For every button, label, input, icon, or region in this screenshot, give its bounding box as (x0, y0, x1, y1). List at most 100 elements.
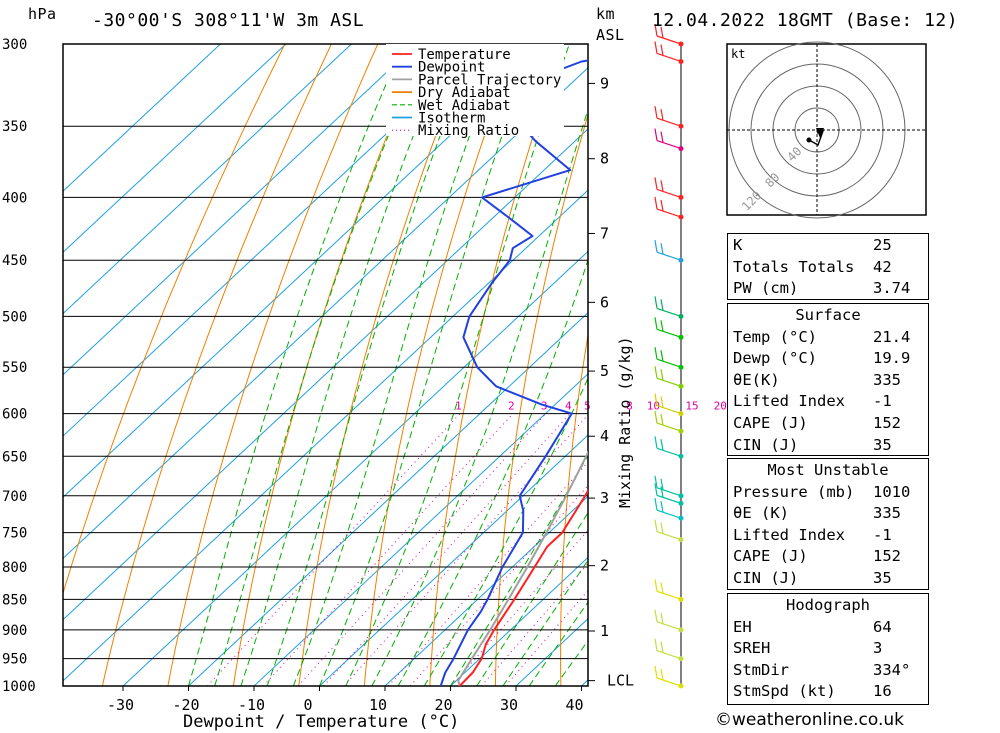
pressure-unit: hPa (28, 5, 57, 23)
pressure-tick-label: 900 (2, 623, 27, 639)
mu-index-row: Pressure (mb) 1010 (728, 481, 928, 503)
hodo-index-key: StmDir (733, 660, 789, 679)
x-tick-label: -20 (173, 696, 200, 714)
wind-barb (654, 609, 684, 633)
hodograph-start-dot (806, 137, 812, 143)
basic-indices-panel: K 25 Totals Totals 42 PW (cm) 3.74 (727, 233, 929, 300)
surface-index-key: Dewp (°C) (733, 349, 817, 368)
wind-barb-staff (656, 188, 682, 198)
wind-barb-staff (656, 208, 682, 218)
pressure-tick-label: 700 (2, 489, 27, 505)
surface-index-row: Lifted Index -1 (728, 390, 928, 412)
basic-index-key: PW (cm) (733, 279, 799, 298)
wind-barb-staff (656, 52, 682, 63)
wind-barb-flag (654, 519, 658, 532)
km-label: km (596, 5, 616, 23)
isotherm (63, 128, 588, 621)
wind-barb-staff (656, 377, 682, 387)
wind-barb-staff (656, 447, 682, 457)
mixing-ratio-line (409, 484, 588, 686)
wind-barb-flag (654, 196, 658, 210)
wind-barb-flag (654, 296, 658, 309)
x-tick-label: -10 (238, 696, 265, 714)
wind-barb-flag (654, 347, 658, 360)
surface-index-row: Dewp (°C) 19.9 (728, 347, 928, 369)
wind-barb (654, 366, 684, 389)
legend-label: Temperature (418, 47, 511, 63)
isotherm (63, 44, 221, 192)
surface-index-value: -1 (873, 392, 892, 411)
mixing-ratio-label: 2 (508, 400, 515, 413)
pressure-tick-label: 750 (2, 526, 27, 542)
wind-barb-staff (656, 140, 682, 150)
wet-adiabat (528, 601, 588, 686)
wind-barb-flag (654, 498, 658, 511)
wind-barb (654, 41, 684, 64)
mu-index-row: θE (K) 335 (728, 502, 928, 524)
mixing-ratio-label: 8 (626, 400, 633, 413)
legend-label: Parcel Trajectory (418, 72, 561, 88)
wind-barb-flag (660, 486, 664, 498)
mu-index-value: 1010 (873, 482, 911, 501)
wind-barb (654, 23, 684, 47)
hodograph-title: Hodograph (786, 596, 870, 614)
pressure-tick-label: 950 (2, 652, 27, 668)
lcl-label: LCL (607, 672, 634, 690)
wind-barb-flag (660, 243, 664, 255)
basic-index-value: 25 (873, 236, 892, 254)
wind-barb-flag (660, 612, 664, 624)
pressure-tick-label: 600 (2, 407, 27, 423)
wind-barb-flag (660, 641, 664, 653)
wet-adiabat (266, 44, 476, 686)
dry-adiabat (429, 44, 564, 686)
hodo-index-key: SREH (733, 639, 771, 658)
wind-barb-flag (654, 23, 658, 37)
surface-panel: Surface Temp (°C) 21.4 Dewp (°C) 19.9 θE(K) 3… (727, 303, 929, 457)
wind-barb-flag (654, 638, 658, 651)
hodograph (726, 41, 927, 219)
hodo-index-value: 16 (873, 682, 892, 701)
km-tick-label: 9 (600, 74, 609, 92)
wind-barb (654, 579, 684, 602)
mu-index-value: 335 (873, 504, 901, 523)
mixing-ratio-line (343, 414, 588, 686)
wet-adiabat (188, 44, 404, 686)
hodograph-indices-panel: Hodograph EH 64 SREH 3 StmDir 334° StmSpd (kt)… (727, 593, 929, 705)
copyright-text[interactable]: ©weatheronline.co.uk (715, 710, 905, 730)
wind-barb-flag (660, 199, 664, 212)
wet-adiabat (450, 454, 588, 686)
mu-index-key: Pressure (mb) (733, 482, 855, 501)
most-unstable-panel: Most Unstable Pressure (mb) 1010 θE (K) 335… (727, 458, 929, 590)
wind-barb (654, 240, 684, 263)
wind-barb (654, 106, 684, 129)
wind-barb-flag (654, 317, 658, 330)
mixing-ratio-line (323, 413, 571, 686)
plot-frame (62, 43, 589, 687)
pressure-tick-label: 450 (2, 253, 27, 269)
wind-barb-flag (660, 478, 664, 490)
basic-index-value: 42 (873, 257, 892, 276)
mu-index-row: CAPE (J) 152 (728, 545, 928, 567)
basic-index-row: PW (cm) 3.74 (728, 277, 928, 299)
dry-adiabat (167, 44, 379, 686)
wind-barb-flag (660, 350, 664, 362)
temperature-line (458, 488, 588, 686)
pressure-tick-label: 500 (2, 309, 27, 325)
isotherm (63, 44, 549, 498)
mu-index-key: CIN (J) (733, 568, 799, 587)
datetime-title: 12.04.2022 18GMT (Base: 12) (652, 10, 959, 31)
wind-barb-flag (660, 320, 664, 332)
isotherm (63, 189, 588, 682)
x-tick-label: -30 (107, 696, 134, 714)
mixing-ratio-line (387, 461, 588, 686)
mixing-ratio-label: 20 (714, 400, 727, 413)
pressure-tick-label: 650 (2, 449, 27, 465)
isotherm (63, 67, 588, 560)
surface-index-key: θE(K) (733, 370, 780, 389)
pressure-tick-label: 1000 (2, 679, 36, 695)
wind-barb-flag (654, 240, 658, 253)
wind-barb-flag (654, 579, 658, 592)
x-tick-label: 20 (435, 696, 453, 714)
pressure-tick-label: 850 (2, 592, 27, 608)
